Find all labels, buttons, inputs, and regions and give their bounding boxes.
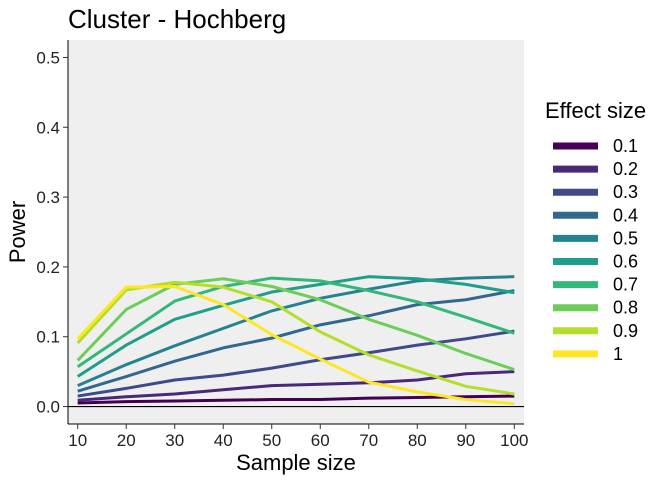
legend-title: Effect size xyxy=(545,98,646,123)
y-tick-label: 0.2 xyxy=(36,258,60,277)
series-layer xyxy=(76,275,515,406)
x-tick-label: 40 xyxy=(214,431,233,450)
y-tick-label: 0.0 xyxy=(36,398,60,417)
y-tick-label: 0.1 xyxy=(36,328,60,347)
series-line-9 xyxy=(76,284,515,406)
x-tick-label: 10 xyxy=(68,431,87,450)
legend: 0.1 0.2 0.3 0.4 0.5 0.6 0.7 0.8 0.9 1 xyxy=(553,136,638,364)
legend-label-2: 0.3 xyxy=(613,182,638,202)
series-line-3 xyxy=(77,289,515,393)
series-line-7 xyxy=(76,277,515,371)
x-tick-label: 30 xyxy=(165,431,184,450)
y-tick-label: 0.3 xyxy=(36,188,60,207)
x-tick-label: 60 xyxy=(311,431,330,450)
series-line-4 xyxy=(77,275,515,387)
series-line-2 xyxy=(77,329,515,398)
series-line-6 xyxy=(76,276,515,368)
x-tick-label: 100 xyxy=(500,431,528,450)
x-tick-label: 80 xyxy=(408,431,427,450)
legend-label-0: 0.1 xyxy=(613,136,638,156)
series-line-1 xyxy=(77,370,515,402)
series-line-5 xyxy=(76,275,515,378)
x-axis-title: Sample size xyxy=(236,450,356,475)
legend-label-8: 0.9 xyxy=(613,321,638,341)
x-axis-ticks: 10 20 30 40 50 60 70 80 90 100 xyxy=(68,424,528,450)
legend-label-6: 0.7 xyxy=(613,275,638,295)
x-tick-label: 50 xyxy=(262,431,281,450)
legend-label-9: 1 xyxy=(613,344,623,364)
plot-panel xyxy=(68,40,524,424)
x-tick-label: 90 xyxy=(456,431,475,450)
legend-label-4: 0.5 xyxy=(613,228,638,248)
chart-title: Cluster - Hochberg xyxy=(68,4,286,34)
y-tick-label: 0.5 xyxy=(36,48,60,67)
y-tick-label: 0.4 xyxy=(36,118,60,137)
legend-label-7: 0.8 xyxy=(613,298,638,318)
legend-label-1: 0.2 xyxy=(613,159,638,179)
y-axis-title: Power xyxy=(5,201,30,263)
x-tick-label: 20 xyxy=(117,431,136,450)
y-axis-ticks: 0.0 0.1 0.2 0.3 0.4 0.5 xyxy=(36,48,68,417)
legend-label-5: 0.6 xyxy=(613,252,638,272)
legend-label-3: 0.4 xyxy=(613,205,638,225)
x-tick-label: 70 xyxy=(359,431,378,450)
